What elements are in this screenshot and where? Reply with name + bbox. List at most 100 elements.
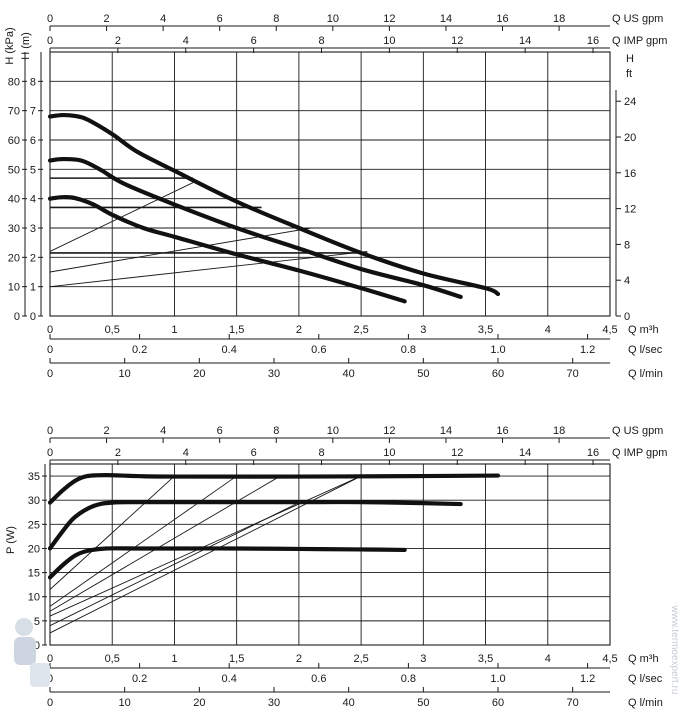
panel2-bottom-tick-label: 3 xyxy=(420,653,426,665)
panel1-top-tick-label: 8 xyxy=(273,13,279,25)
panel1-left-tick-label: 7 xyxy=(30,106,36,118)
panel1-left-tick-label: 70 xyxy=(8,106,20,118)
panel2-top-tick-label: 4 xyxy=(183,447,189,459)
panel1-bottom-tick-label: 50 xyxy=(417,368,429,380)
panel1-bottom-axis-label: Q l/sec xyxy=(628,344,663,356)
panel1-right-axis-label: ft xyxy=(626,68,632,80)
panel2-system-line xyxy=(50,476,361,633)
panel2-frame xyxy=(50,464,610,645)
panel2-bottom-tick-label: 60 xyxy=(492,697,504,709)
panel2-top-axis-label: Q IMP gpm xyxy=(612,447,667,459)
panel1-bottom-tick-label: 3,5 xyxy=(478,324,493,336)
panel1-left-tick-label: 30 xyxy=(8,223,20,235)
panel1-left-tick-label: 10 xyxy=(8,282,20,294)
panel2-bottom-tick-label: 1 xyxy=(171,653,177,665)
panel1-left-tick-label: 50 xyxy=(8,164,20,176)
panel2-left-axis-label: P (W) xyxy=(5,526,17,554)
panel2-top-axis-label: Q US gpm xyxy=(612,425,663,437)
panel2-left-tick-label: 15 xyxy=(28,568,40,580)
panel1-top-tick-label: 0 xyxy=(47,13,53,25)
panel1-left-tick-label: 2 xyxy=(30,252,36,264)
panel2-left-tick-label: 10 xyxy=(28,592,40,604)
panel2-top-tick-label: 16 xyxy=(496,425,508,437)
panel1-top-tick-label: 2 xyxy=(115,35,121,47)
panel1-bottom-tick-label: 0.8 xyxy=(401,344,416,356)
panel1-left-tick-label: 40 xyxy=(8,194,20,206)
panel2-bottom-tick-label: 0.8 xyxy=(401,673,416,685)
panel1-bottom-tick-label: 0.4 xyxy=(222,344,237,356)
panel2-bottom-tick-label: 10 xyxy=(119,697,131,709)
panel1-curve-series-1 xyxy=(50,115,498,294)
panel1-right-axis-label: H xyxy=(626,53,634,65)
panel1-bottom-tick-label: 20 xyxy=(193,368,205,380)
panel2-top-tick-label: 8 xyxy=(318,447,324,459)
panel1-left-tick-label: 5 xyxy=(30,164,36,176)
panel2-system-line xyxy=(50,476,361,616)
panel2-bottom-tick-label: 0 xyxy=(47,697,53,709)
panel1-left-axis-label: H (kPa) xyxy=(4,27,16,64)
panel2-left-tick-label: 25 xyxy=(28,519,40,531)
panel1-bottom-tick-label: 0 xyxy=(47,344,53,356)
panel1-top-tick-label: 6 xyxy=(251,35,257,47)
panel2-bottom-axis-label: Q l/min xyxy=(628,697,663,709)
panel1-bottom-tick-label: 1 xyxy=(171,324,177,336)
panel2-top-tick-label: 12 xyxy=(383,425,395,437)
panel2-bottom-tick-label: 3,5 xyxy=(478,653,493,665)
panel1-bottom-tick-label: 2,5 xyxy=(353,324,368,336)
panel1-bottom-tick-label: 0 xyxy=(47,368,53,380)
panel1-bottom-tick-label: 0.6 xyxy=(311,344,326,356)
panel2-system-line xyxy=(50,476,237,606)
panel2-bottom-tick-label: 4,5 xyxy=(602,653,617,665)
panel1-bottom-tick-label: 3 xyxy=(420,324,426,336)
panel2-top-tick-label: 12 xyxy=(451,447,463,459)
panel1-top-tick-label: 0 xyxy=(47,35,53,47)
panel1-left-tick-label: 0 xyxy=(14,311,20,323)
panel1-right-tick-label: 12 xyxy=(624,204,636,216)
panel1-top-tick-label: 10 xyxy=(383,35,395,47)
panel1-bottom-tick-label: 10 xyxy=(119,368,131,380)
panel2-bottom-tick-label: 30 xyxy=(268,697,280,709)
panel2-bottom-tick-label: 40 xyxy=(343,697,355,709)
panel1-left-tick-label: 8 xyxy=(30,76,36,88)
panel2-top-tick-label: 18 xyxy=(553,425,565,437)
panel1-right-tick-label: 4 xyxy=(624,275,630,287)
panel1-bottom-tick-label: 2 xyxy=(296,324,302,336)
panel2-top-tick-label: 6 xyxy=(251,447,257,459)
panel1-left-tick-label: 3 xyxy=(30,223,36,235)
panel1-left-tick-label: 1 xyxy=(30,282,36,294)
panel2-bottom-tick-label: 20 xyxy=(193,697,205,709)
panel2-top-tick-label: 14 xyxy=(519,447,531,459)
panel1-bottom-tick-label: 1.2 xyxy=(580,344,595,356)
panel1-top-axis-label: Q IMP gpm xyxy=(612,35,667,47)
panel1-bottom-tick-label: 1,5 xyxy=(229,324,244,336)
watermark-text: www.termoexpert.ru xyxy=(669,605,680,695)
panel2-bottom-tick-label: 0,5 xyxy=(105,653,120,665)
panel2-curve-series-2 xyxy=(50,502,461,548)
panel2-bottom-axis-label: Q l/sec xyxy=(628,673,663,685)
panel2-top-tick-label: 4 xyxy=(160,425,166,437)
panel1-top-tick-label: 4 xyxy=(160,13,166,25)
panel2-bottom-tick-label: 2,5 xyxy=(353,653,368,665)
panel1-top-tick-label: 2 xyxy=(104,13,110,25)
panel2-bottom-tick-label: 70 xyxy=(567,697,579,709)
panel1-right-tick-label: 20 xyxy=(624,132,636,144)
panel2-bottom-tick-label: 1.0 xyxy=(490,673,505,685)
panel2-left-tick-label: 30 xyxy=(28,495,40,507)
panel2-top-tick-label: 16 xyxy=(587,447,599,459)
panel1-left-tick-label: 80 xyxy=(8,76,20,88)
panel2-top-tick-label: 10 xyxy=(383,447,395,459)
panel1-top-tick-label: 10 xyxy=(327,13,339,25)
panel1-top-tick-label: 16 xyxy=(587,35,599,47)
panel1-top-tick-label: 12 xyxy=(451,35,463,47)
panel1-bottom-tick-label: 4 xyxy=(545,324,551,336)
mascot-toilet xyxy=(30,663,50,687)
panel2-bottom-tick-label: 1.2 xyxy=(580,673,595,685)
panel1-bottom-tick-label: 0.2 xyxy=(132,344,147,356)
panel2-left-tick-label: 20 xyxy=(28,543,40,555)
panel1-left-tick-label: 6 xyxy=(30,135,36,147)
panel1-bottom-axis-label: Q l/min xyxy=(628,368,663,380)
panel1-top-axis-label: Q US gpm xyxy=(612,13,663,25)
panel1-bottom-tick-label: 70 xyxy=(567,368,579,380)
panel2-curve-series-3 xyxy=(50,548,405,577)
